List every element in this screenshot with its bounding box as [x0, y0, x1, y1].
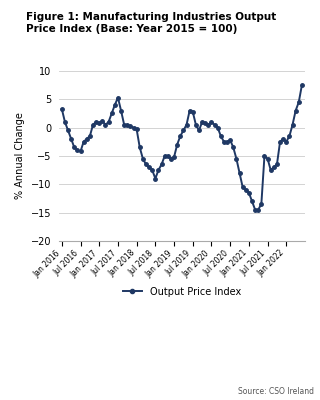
Y-axis label: % Annual Change: % Annual Change — [15, 112, 25, 199]
Text: Figure 1: Manufacturing Industries Output
Price Index (Base: Year 2015 = 100): Figure 1: Manufacturing Industries Outpu… — [26, 12, 276, 34]
Legend: Output Price Index: Output Price Index — [119, 283, 245, 300]
Text: Source: CSO Ireland: Source: CSO Ireland — [238, 387, 314, 396]
